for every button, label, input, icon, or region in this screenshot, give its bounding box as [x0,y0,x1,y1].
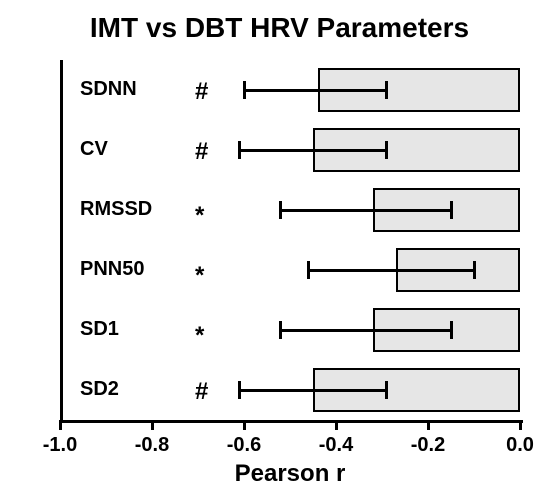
category-label: SD2 [80,378,119,401]
error-bar-cap [473,261,476,279]
error-bar [244,89,387,92]
category-label: SDNN [80,78,137,101]
category-label: PNN50 [80,258,144,281]
significance-marker: * [195,262,204,290]
x-tick-label: -1.0 [43,434,77,457]
x-tick [151,420,154,430]
chart-title: IMT vs DBT HRV Parameters [0,12,559,44]
x-tick-label: -0.4 [319,434,353,457]
significance-marker: # [195,378,208,406]
error-bar-cap [385,381,388,399]
error-bar-cap [385,81,388,99]
error-bar-cap [450,201,453,219]
significance-marker: # [195,138,208,166]
error-bar-cap [279,201,282,219]
x-tick [243,420,246,430]
error-bar [239,389,386,392]
chart-container: IMT vs DBT HRV Parameters Pearson r -1.0… [0,0,559,502]
x-tick [427,420,430,430]
error-bar-cap [243,81,246,99]
x-tick-label: 0.0 [506,434,534,457]
error-bar [281,209,451,212]
category-label: RMSSD [80,198,152,221]
error-bar-cap [385,141,388,159]
x-tick-label: -0.2 [411,434,445,457]
significance-marker: * [195,202,204,230]
error-bar-cap [238,141,241,159]
error-bar-cap [450,321,453,339]
error-bar-cap [238,381,241,399]
x-axis-title: Pearson r [60,460,520,488]
category-label: CV [80,138,108,161]
x-tick-label: -0.8 [135,434,169,457]
error-bar [308,269,474,272]
significance-marker: * [195,322,204,350]
category-label: SD1 [80,318,119,341]
error-bar [239,149,386,152]
x-tick-label: -0.6 [227,434,261,457]
x-tick [519,420,522,430]
error-bar-cap [279,321,282,339]
error-bar-cap [307,261,310,279]
error-bar [281,329,451,332]
significance-marker: # [195,78,208,106]
x-tick [59,420,62,430]
x-tick [335,420,338,430]
